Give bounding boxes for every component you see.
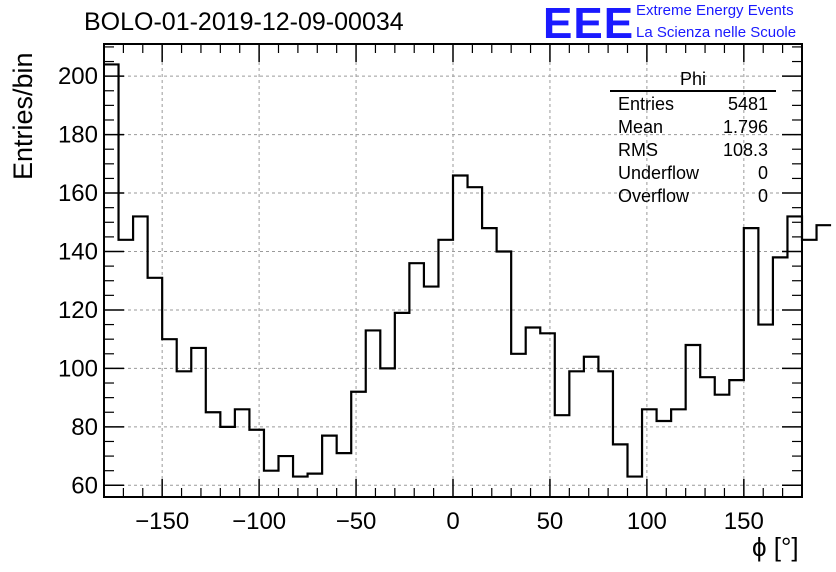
stats-box-title: Phi bbox=[679, 69, 706, 89]
y-tick-label: 140 bbox=[58, 239, 98, 266]
stats-row-overflow: Overflow 0 bbox=[618, 186, 768, 206]
x-tick-label: 0 bbox=[446, 508, 459, 535]
x-tick-label: 150 bbox=[724, 508, 764, 535]
y-axis-label: Entries/bin bbox=[8, 52, 38, 180]
histogram-line bbox=[104, 63, 832, 478]
logo-line-2: La Scienza nelle Scuole bbox=[636, 24, 797, 41]
stats-row-rms: RMS 108.3 bbox=[618, 140, 768, 160]
axis-ticks bbox=[103, 44, 803, 497]
stats-row-underflow: Underflow 0 bbox=[618, 163, 768, 183]
x-tick-labels: −150 −100 −50 0 50 100 150 bbox=[135, 508, 764, 535]
stats-row-mean: Mean 1.796 bbox=[618, 117, 768, 137]
y-tick-label: 60 bbox=[71, 472, 98, 499]
x-tick-label: −100 bbox=[232, 508, 286, 535]
y-tick-label: 120 bbox=[58, 297, 98, 324]
stats-box: Phi Entries 5481 Mean 1.796 RMS 108.3 Under… bbox=[610, 68, 776, 208]
y-tick-label: 180 bbox=[58, 122, 98, 149]
x-tick-label: −150 bbox=[135, 508, 189, 535]
stats-box-divider bbox=[610, 90, 776, 92]
x-tick-label: 50 bbox=[537, 508, 564, 535]
x-tick-label: −50 bbox=[336, 508, 377, 535]
stats-row-entries: Entries 5481 bbox=[618, 94, 768, 114]
eee-logo: EEE bbox=[543, 0, 635, 48]
y-tick-labels: 60 80 100 120 140 160 180 200 bbox=[58, 63, 98, 499]
x-axis-label: ϕ [°] bbox=[752, 532, 799, 562]
y-tick-label: 100 bbox=[58, 355, 98, 382]
y-tick-label: 200 bbox=[58, 63, 98, 90]
x-tick-label: 100 bbox=[627, 508, 667, 535]
y-tick-label: 160 bbox=[58, 180, 98, 207]
chart-title: BOLO-01-2019-12-09-00034 bbox=[84, 8, 404, 36]
logo-line-1: Extreme Energy Events bbox=[636, 2, 794, 19]
y-tick-label: 80 bbox=[71, 414, 98, 441]
